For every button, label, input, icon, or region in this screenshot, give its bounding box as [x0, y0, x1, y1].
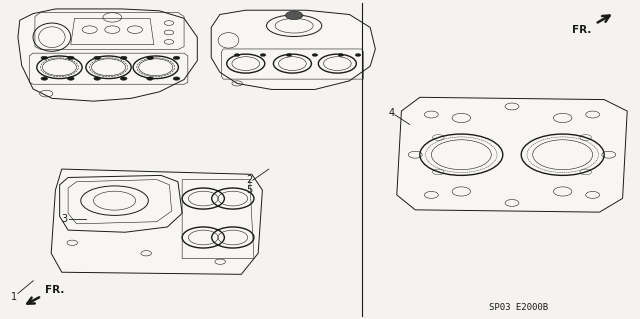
Text: SP03 E2000B: SP03 E2000B — [489, 303, 548, 312]
Circle shape — [94, 77, 100, 80]
Circle shape — [41, 77, 48, 80]
Circle shape — [355, 54, 361, 56]
Circle shape — [260, 54, 266, 56]
Text: 2: 2 — [246, 175, 253, 185]
Polygon shape — [18, 9, 197, 101]
Circle shape — [67, 56, 74, 60]
Text: 4: 4 — [388, 108, 395, 118]
Circle shape — [234, 54, 240, 56]
Circle shape — [173, 77, 180, 80]
Text: 1: 1 — [11, 292, 17, 302]
Circle shape — [312, 54, 317, 56]
Text: 3: 3 — [61, 213, 67, 224]
Circle shape — [338, 54, 344, 56]
Circle shape — [94, 56, 100, 60]
Circle shape — [285, 11, 303, 20]
Polygon shape — [397, 97, 627, 212]
Circle shape — [67, 77, 74, 80]
Circle shape — [120, 77, 127, 80]
Polygon shape — [51, 169, 262, 274]
Circle shape — [147, 77, 154, 80]
Text: FR.: FR. — [45, 285, 64, 295]
Text: 5: 5 — [246, 185, 253, 195]
Circle shape — [120, 56, 127, 60]
Circle shape — [286, 54, 292, 56]
Circle shape — [41, 56, 48, 60]
Polygon shape — [211, 10, 375, 89]
Circle shape — [173, 56, 180, 60]
Circle shape — [147, 56, 154, 60]
Text: FR.: FR. — [572, 25, 591, 35]
